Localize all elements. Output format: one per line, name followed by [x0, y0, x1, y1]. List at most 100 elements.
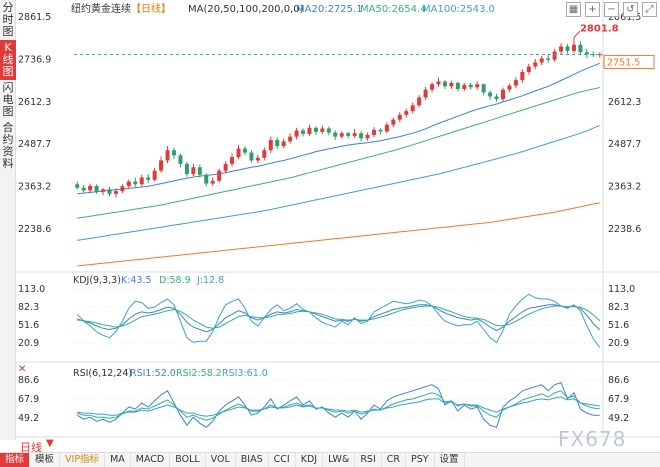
- chart-svg: 2861.52861.52736.92736.92612.32612.32487…: [16, 0, 660, 451]
- ma50-line: [77, 87, 600, 219]
- candle-body: [191, 167, 196, 175]
- main-tick-right-4: 2363.2: [608, 182, 641, 193]
- candle-body: [468, 84, 473, 88]
- toolbar-item-6[interactable]: VOL: [206, 453, 236, 467]
- candle-body: [397, 114, 402, 120]
- ma100-value: MA100:2543.0: [422, 4, 495, 15]
- main-tick-right-3: 2487.7: [608, 139, 641, 150]
- side-tabs: 分时图 K线图 闪电图 合约资料: [0, 0, 16, 440]
- ma200-line: [77, 202, 600, 267]
- toolbar-item-7[interactable]: BIAS: [236, 453, 269, 467]
- candle-body: [294, 130, 299, 137]
- candle-body: [184, 163, 189, 175]
- side-tab-flash[interactable]: 闪电图: [2, 81, 14, 118]
- candle-body: [378, 129, 383, 132]
- period-dropdown-icon[interactable]: ▼: [46, 438, 54, 449]
- candle-body: [288, 136, 293, 142]
- candle-body: [359, 133, 364, 139]
- candle-body: [571, 44, 576, 51]
- close-indicator-icon[interactable]: ✕: [18, 364, 27, 375]
- top-icons: ▦ + − ↺ ⤢: [566, 2, 657, 17]
- candle-body: [404, 111, 409, 115]
- kdj-tick-right-2: 51.6: [608, 320, 629, 331]
- candle-body: [178, 155, 183, 164]
- high-marker-line: [573, 30, 581, 38]
- rsi-RSI1-line: [76, 381, 600, 428]
- candle-body: [552, 51, 557, 60]
- main-tick-left-4: 2363.2: [18, 182, 51, 193]
- kdj-J-line: [76, 293, 601, 348]
- toolbar-item-12[interactable]: CR: [382, 453, 406, 467]
- candle-body: [120, 186, 125, 192]
- main-tick-left-0: 2861.5: [18, 12, 51, 23]
- candle-body: [133, 181, 138, 185]
- candle-body: [449, 82, 454, 87]
- candle-body: [159, 160, 164, 171]
- candle-body: [488, 92, 493, 97]
- kdj-tick-right-1: 82.3: [608, 302, 629, 313]
- rsi-RSI3-line: [77, 396, 600, 417]
- toolbar-item-14[interactable]: 设置: [435, 453, 465, 467]
- last-price-tag-box: [603, 54, 655, 69]
- toolbar-item-0[interactable]: 指标: [0, 453, 31, 467]
- toolbar-item-8[interactable]: CCI: [269, 453, 296, 467]
- rsi-tick-right-2: 49.2: [608, 413, 629, 424]
- toolbar-item-4[interactable]: MACD: [131, 453, 171, 467]
- candle-body: [481, 84, 486, 93]
- indicator-toolbar: 指标 模板 VIP指标 MA MACD BOLL VOL BIAS CCI KDJ LW& RSI CR…: [0, 452, 660, 467]
- candle-body: [507, 85, 512, 90]
- toolbar-item-9[interactable]: KDJ: [296, 453, 324, 467]
- candle-body: [436, 81, 441, 85]
- candle-body: [165, 150, 170, 161]
- candle-body: [442, 81, 447, 87]
- toolbar-item-2[interactable]: VIP指标: [60, 453, 106, 467]
- period-tab[interactable]: 日线: [20, 441, 42, 454]
- candle-body: [171, 150, 176, 156]
- side-tab-timeshare[interactable]: 分时图: [2, 1, 14, 38]
- rsi3-value: RSI3:61.0: [222, 368, 268, 379]
- candle-body: [501, 89, 506, 100]
- candle-body: [107, 189, 112, 194]
- toolbar-item-13[interactable]: PSY: [406, 453, 435, 467]
- candle-body: [352, 133, 357, 136]
- toolbar-item-5[interactable]: BOLL: [170, 453, 206, 467]
- ma20-value: MA20:2725.1: [296, 4, 363, 15]
- toolbar-item-3[interactable]: MA: [105, 453, 131, 467]
- candle-body: [339, 133, 344, 137]
- candle-body: [410, 105, 415, 112]
- candle-body: [384, 124, 389, 132]
- kdj-k-value: K:43.5: [121, 275, 152, 286]
- candle-body: [326, 128, 331, 133]
- candle-body: [539, 58, 544, 63]
- instrument-title: 纽约黄金连续: [71, 2, 131, 15]
- period-label: 【日线】: [131, 2, 171, 15]
- side-tab-contract[interactable]: 合约资料: [2, 121, 14, 170]
- fullscreen-icon[interactable]: ⤢: [642, 2, 657, 17]
- candle-body: [584, 52, 589, 55]
- candle-body: [275, 140, 280, 147]
- last-price-tag: 2751.5: [607, 57, 640, 68]
- candle-body: [242, 148, 247, 153]
- candle-body: [255, 157, 260, 161]
- kdj-tick-left-0: 113.0: [18, 284, 45, 295]
- candle-body: [281, 141, 286, 147]
- candle-body: [146, 177, 151, 180]
- kdj-d-value: D:58.9: [159, 275, 191, 286]
- kdj-j-value: J:12.8: [196, 275, 224, 286]
- layout-icon[interactable]: ▦: [566, 2, 581, 17]
- rsi-tick-right-0: 86.6: [608, 375, 629, 386]
- candle-body: [313, 127, 318, 132]
- main-tick-right-2: 2612.3: [608, 97, 641, 108]
- toolbar-item-10[interactable]: LW&: [323, 453, 356, 467]
- toolbar-item-1[interactable]: 模板: [30, 453, 61, 467]
- ma-params: MA(20,50,100,200,0,0): [188, 4, 304, 15]
- candle-body: [371, 129, 376, 135]
- zoom-in-icon[interactable]: +: [585, 2, 600, 17]
- reset-icon[interactable]: ↺: [623, 2, 638, 17]
- ma20-line: [77, 62, 600, 195]
- toolbar-item-11[interactable]: RSI: [355, 453, 382, 467]
- zoom-out-icon[interactable]: −: [604, 2, 619, 17]
- candle-body: [578, 44, 583, 53]
- side-tab-kline[interactable]: K线图: [0, 40, 16, 80]
- rsi-tick-left-1: 67.9: [18, 394, 39, 405]
